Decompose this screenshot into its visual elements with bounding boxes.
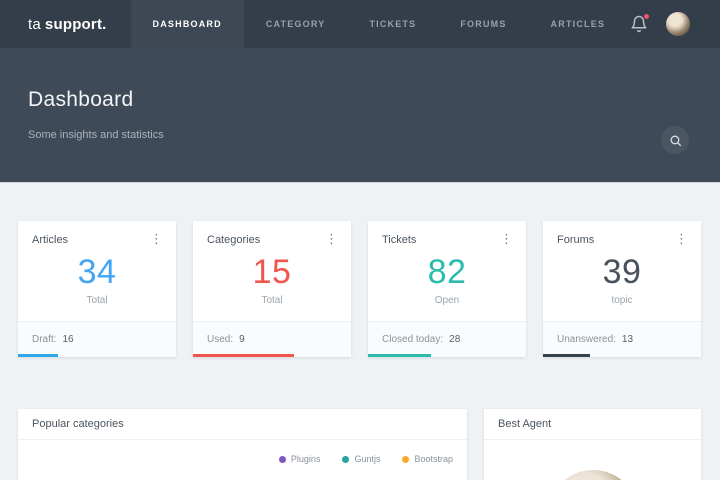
legend-dot <box>278 455 286 463</box>
stat-card-title: Forums <box>557 234 595 246</box>
nav-item-category[interactable]: CATEGORY <box>265 19 326 29</box>
panel-header: Best Agent <box>484 409 701 440</box>
notification-badge <box>643 13 650 20</box>
footer-value: 16 <box>62 334 74 345</box>
stat-cards-row: Articles ⋮ 34 Total Draft: 16 Categories… <box>18 221 702 357</box>
stat-card-tickets: Tickets ⋮ 82 Open Closed today: 28 <box>368 221 526 357</box>
stat-card-categories: Categories ⋮ 15 Total Used: 9 <box>193 221 351 357</box>
chart-legend: Plugins Guntjs Bootstrap <box>18 440 467 464</box>
footer-value: 9 <box>239 334 245 345</box>
stat-card-title: Articles <box>32 234 69 246</box>
footer-label: Used: <box>207 334 234 345</box>
progress-bar <box>543 354 591 357</box>
stat-card-footer: Draft: 16 <box>18 321 176 357</box>
legend-dot <box>402 455 410 463</box>
stat-value-label: topic <box>611 295 633 306</box>
nav-item-tickets[interactable]: TICKETS <box>369 19 417 29</box>
kebab-menu-icon[interactable]: ⋮ <box>150 231 163 246</box>
stat-value: 34 <box>77 253 117 291</box>
notifications-button[interactable] <box>630 13 650 33</box>
page-header: Dashboard Some insights and statistics <box>0 48 720 183</box>
app-logo[interactable]: ta support. <box>0 0 131 48</box>
kebab-menu-icon[interactable]: ⋮ <box>675 231 688 246</box>
stat-value: 15 <box>252 253 292 291</box>
panel-title: Popular categories <box>32 418 124 430</box>
nav-item-articles[interactable]: ARTICLES <box>550 19 606 29</box>
panel-header: Popular categories <box>18 409 467 440</box>
agent-avatar <box>546 470 639 480</box>
legend-item-plugins: Plugins <box>278 454 321 464</box>
legend-item-bootstrap: Bootstrap <box>402 454 453 464</box>
legend-label: Plugins <box>290 454 321 464</box>
best-agent-panel: Best Agent <box>484 409 701 480</box>
legend-label: Bootstrap <box>414 454 453 464</box>
bottom-panels-row: Popular categories Plugins Guntjs Bootst… <box>18 409 702 480</box>
page-subtitle: Some insights and statistics <box>28 129 164 141</box>
logo-bold-text: support. <box>44 15 107 33</box>
page-title: Dashboard <box>28 88 134 111</box>
search-icon <box>670 135 681 146</box>
stat-card-title: Tickets <box>382 234 417 246</box>
user-avatar[interactable] <box>666 12 690 36</box>
stat-value-label: Total <box>261 295 283 306</box>
legend-label: Guntjs <box>354 454 381 464</box>
legend-dot <box>342 455 350 463</box>
panel-title: Best Agent <box>498 418 552 430</box>
navbar-right <box>630 0 720 48</box>
progress-bar <box>18 354 58 357</box>
nav-item-forums[interactable]: FORUMS <box>460 19 507 29</box>
footer-label: Draft: <box>32 334 57 345</box>
stat-card-footer: Closed today: 28 <box>368 321 526 357</box>
legend-item-guntjs: Guntjs <box>342 454 380 464</box>
kebab-menu-icon[interactable]: ⋮ <box>325 231 338 246</box>
stat-value-label: Total <box>86 295 108 306</box>
progress-bar <box>368 354 432 357</box>
agent-body <box>484 440 701 480</box>
footer-label: Unanswered: <box>557 334 616 345</box>
content-area: Articles ⋮ 34 Total Draft: 16 Categories… <box>0 183 720 480</box>
search-button[interactable] <box>661 126 689 154</box>
footer-value: 13 <box>621 334 634 345</box>
progress-bar <box>193 354 295 357</box>
popular-categories-panel: Popular categories Plugins Guntjs Bootst… <box>18 409 467 480</box>
stat-card-footer: Unanswered: 13 <box>543 321 701 357</box>
main-nav: DASHBOARD CATEGORY TICKETS FORUMS ARTICL… <box>130 0 628 48</box>
stat-card-forums: Forums ⋮ 39 topic Unanswered: 13 <box>543 221 701 357</box>
top-navbar: ta support. DASHBOARD CATEGORY TICKETS F… <box>0 0 720 48</box>
stat-value-label: Open <box>434 295 460 306</box>
kebab-menu-icon[interactable]: ⋮ <box>500 231 513 246</box>
stat-value: 39 <box>602 253 642 291</box>
logo-light-text: ta <box>28 15 41 33</box>
stat-value: 82 <box>427 253 467 291</box>
footer-label: Closed today: <box>382 334 444 345</box>
footer-value: 28 <box>449 334 461 345</box>
stat-card-footer: Used: 9 <box>193 321 351 357</box>
bell-icon <box>631 15 647 33</box>
stat-card-title: Categories <box>207 234 261 246</box>
nav-item-dashboard[interactable]: DASHBOARD <box>130 0 244 48</box>
stat-card-articles: Articles ⋮ 34 Total Draft: 16 <box>18 221 176 357</box>
